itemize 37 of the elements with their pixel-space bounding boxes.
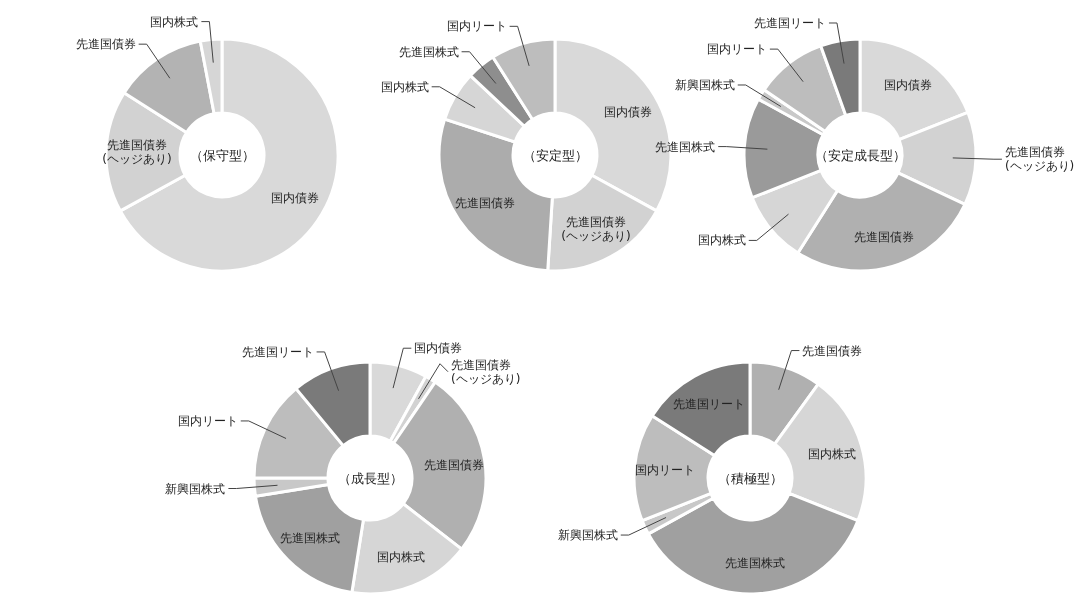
slice-label: 国内債券 — [883, 77, 932, 92]
slice-label: 国内債券 — [271, 191, 320, 206]
slice-label: 先進国株式 — [279, 531, 340, 546]
slice-label: 先進国債券 — [802, 343, 863, 358]
slice-label: 新興国株式 — [557, 528, 618, 543]
slice-label: 先進国債券 (ヘッジあり) — [1004, 145, 1075, 174]
slice-label: 先進国リート — [241, 344, 314, 359]
slice-label: 先進国株式 — [725, 555, 786, 570]
text: （積極型） — [717, 471, 783, 486]
slice-label: 先進国債券 (ヘッジあり) — [561, 215, 631, 244]
slice-label: 国内債券 — [604, 104, 653, 119]
text: （安定型） — [522, 148, 588, 163]
slice-label: 先進国債券 (ヘッジあり) — [451, 357, 521, 386]
slice-label: 先進国債券 — [423, 457, 484, 472]
slice-label: 先進国リート — [673, 396, 746, 411]
slice-label: 先進国債券 (ヘッジあり) — [102, 138, 172, 167]
slice-label: 先進国リート — [753, 16, 826, 30]
slice-label: 国内株式 — [380, 79, 429, 94]
slice-label: 先進国債券 — [853, 229, 914, 244]
slice-label: 先進国債券 — [454, 195, 515, 210]
slice-label: 新興国株式 — [165, 481, 226, 496]
slice-label: 国内リート — [446, 19, 507, 34]
slice-label: 国内債券 — [414, 341, 463, 356]
slice-label: 先進国株式 — [398, 44, 459, 59]
slice-label: 国内リート — [177, 413, 238, 428]
slice-label: 先進国債券 — [75, 37, 136, 52]
slice-label: 国内株式 — [697, 233, 746, 248]
slice-label: 先進国株式 — [655, 139, 716, 154]
text: （保守型） — [189, 148, 255, 163]
slice-label: 新興国株式 — [674, 77, 735, 92]
slice-label: 国内リート — [635, 463, 696, 477]
slice-label: 国内株式 — [150, 14, 199, 29]
text: （安定成長型） — [814, 148, 906, 163]
slice-label: 国内株式 — [377, 550, 426, 565]
slice-label: 国内リート — [706, 42, 767, 57]
slice-label: 国内株式 — [807, 447, 856, 462]
text: （成長型） — [337, 471, 403, 486]
